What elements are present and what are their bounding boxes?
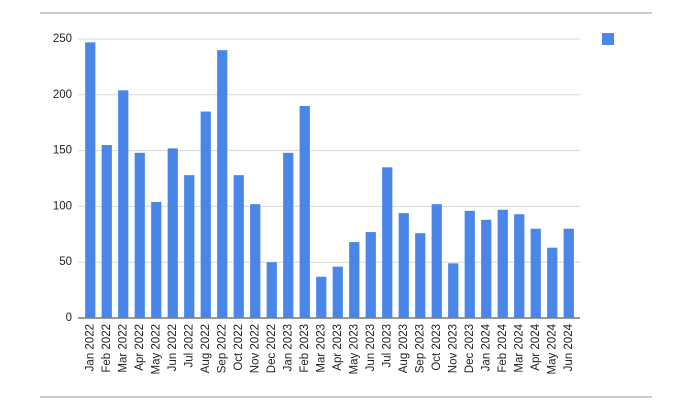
bar [332, 266, 343, 318]
x-tick-label: Feb 2024 [497, 323, 509, 372]
bar [85, 42, 96, 319]
bar [316, 276, 327, 318]
bar [464, 210, 475, 318]
y-tick-label: 250 [53, 33, 72, 45]
x-tick-label: Apr 2023 [332, 324, 344, 371]
x-tick-label: May 2023 [348, 324, 360, 375]
x-tick-label: Mar 2024 [513, 323, 525, 372]
x-tick-label: Oct 2022 [233, 324, 245, 371]
bar [299, 105, 310, 319]
bar [530, 228, 541, 318]
x-tick-label: Jun 2023 [365, 324, 377, 371]
y-tick-label: 150 [53, 145, 72, 157]
x-tick-label: Jan 2023 [282, 324, 294, 371]
bar [563, 228, 574, 318]
bar [497, 209, 508, 318]
bar [547, 247, 558, 318]
x-tick-label: Jun 2022 [167, 324, 179, 371]
x-tick-label: Jul 2022 [183, 324, 195, 367]
bar [481, 219, 492, 318]
bar [448, 263, 459, 318]
x-tick-label: Sep 2022 [216, 324, 228, 373]
x-tick-label: May 2024 [546, 323, 558, 374]
y-tick-label: 200 [53, 89, 72, 101]
x-tick-label: Aug 2023 [398, 324, 410, 373]
bar [217, 50, 228, 318]
bar [514, 214, 525, 318]
y-tick-label: 0 [66, 312, 72, 324]
legend-swatch [602, 33, 614, 45]
bar [415, 233, 426, 318]
bar [398, 213, 409, 318]
bar [118, 90, 129, 318]
x-tick-label: Oct 2023 [431, 324, 443, 371]
x-tick-label: Mar 2023 [315, 324, 327, 373]
x-tick-label: Jan 2022 [84, 324, 96, 371]
x-tick-label: Apr 2022 [134, 324, 146, 371]
bar [365, 232, 376, 318]
bar [382, 167, 393, 318]
bar [184, 175, 195, 318]
x-tick-label: Apr 2024 [530, 323, 542, 370]
bar [167, 148, 178, 318]
x-tick-label: Feb 2023 [299, 324, 311, 373]
bar [431, 204, 442, 318]
bar [134, 152, 145, 318]
x-tick-label: Aug 2022 [200, 324, 212, 373]
x-tick-label: Jul 2023 [381, 324, 393, 367]
x-tick-label: Nov 2022 [249, 324, 261, 373]
x-tick-label: Jan 2024 [480, 323, 492, 371]
x-tick-label: Feb 2022 [101, 324, 113, 373]
x-tick-label: Mar 2022 [117, 324, 129, 373]
bar [200, 111, 211, 318]
bar [250, 204, 261, 318]
bar [283, 152, 294, 318]
x-tick-label: Sep 2023 [414, 324, 426, 373]
bar [151, 201, 162, 318]
x-tick-label: Nov 2023 [447, 324, 459, 373]
bar [266, 262, 277, 318]
y-tick-label: 50 [59, 256, 72, 268]
bar [349, 242, 360, 318]
y-tick-label: 100 [53, 200, 72, 212]
x-tick-label: Dec 2023 [464, 324, 476, 373]
x-tick-label: May 2022 [150, 324, 162, 375]
bar [233, 175, 244, 318]
x-tick-label: Jun 2024 [563, 323, 575, 371]
x-tick-label: Dec 2022 [266, 324, 278, 373]
bar [101, 145, 112, 318]
